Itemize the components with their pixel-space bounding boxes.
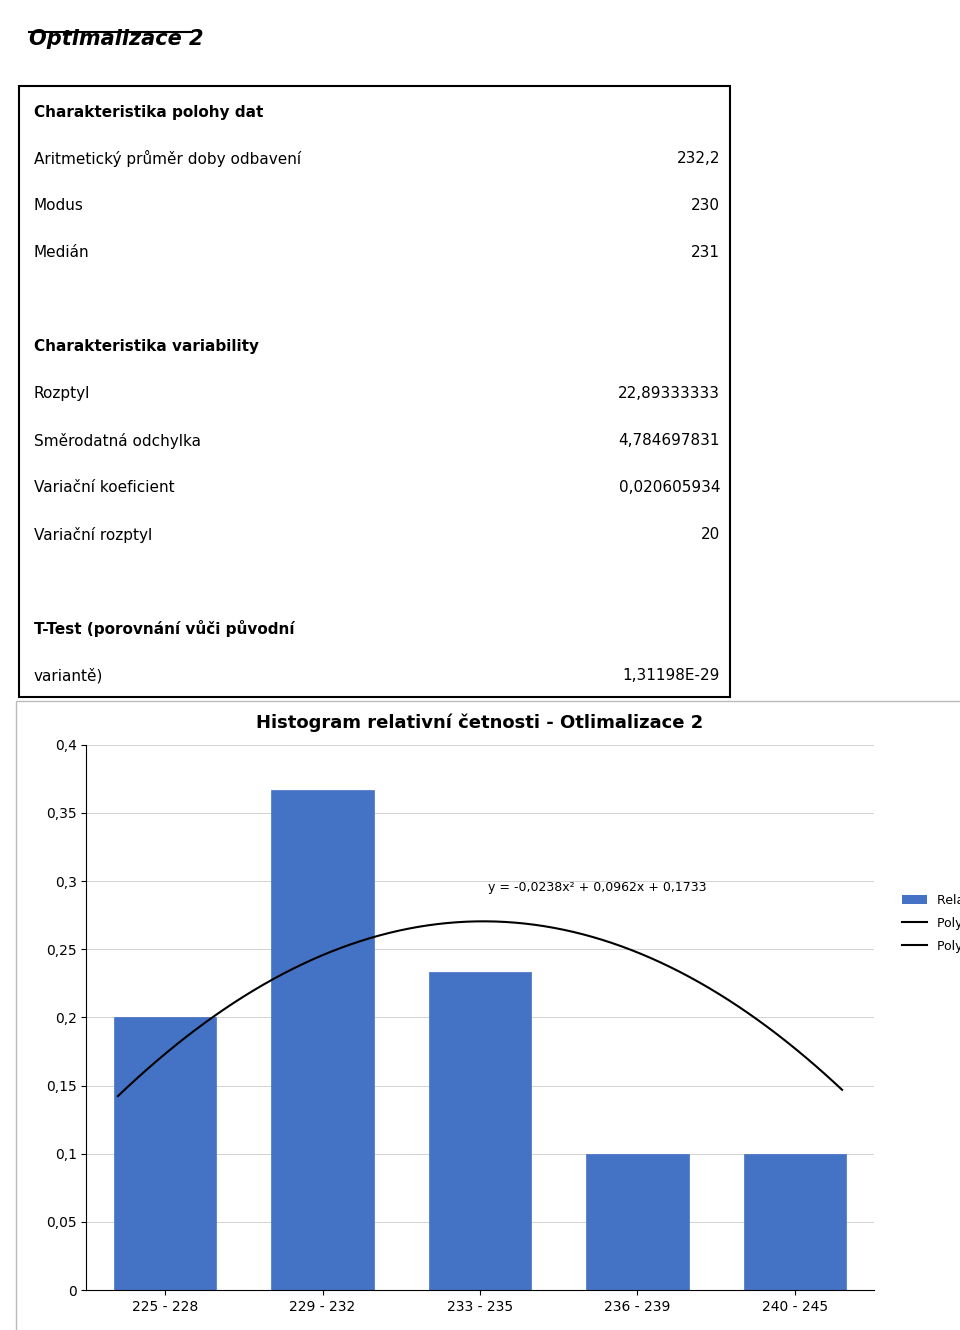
Text: 1,31198E-29: 1,31198E-29 [623, 668, 720, 684]
Text: 0,020605934: 0,020605934 [618, 480, 720, 495]
Bar [744, 1153, 846, 1290]
Bar [272, 790, 373, 1290]
Bar [587, 1153, 688, 1290]
Text: Charakteristika polohy dat: Charakteristika polohy dat [34, 105, 263, 120]
Text: Modus: Modus [34, 198, 84, 213]
Text: Variační koeficient: Variační koeficient [34, 480, 174, 495]
Text: 232,2: 232,2 [677, 152, 720, 166]
Text: 4,784697831: 4,784697831 [618, 434, 720, 448]
Text: Charakteristika variability: Charakteristika variability [34, 339, 258, 354]
Text: 231: 231 [691, 246, 720, 261]
Legend: Relativní četnost, Polyg. (Relativní četnost), Polyg. (Relativní četnost): Relativní četnost, Polyg. (Relativní čet… [896, 887, 960, 959]
FancyBboxPatch shape [19, 86, 730, 697]
Title: Histogram relativní četnosti - Otlimalizace 2: Histogram relativní četnosti - Otlimaliz… [256, 714, 704, 732]
Text: variantě): variantě) [34, 668, 103, 684]
Text: 230: 230 [691, 198, 720, 213]
Text: Směrodatná odchylka: Směrodatná odchylka [34, 432, 201, 448]
Text: Optimalizace 2: Optimalizace 2 [29, 29, 204, 49]
Bar [114, 1017, 216, 1290]
Bar [429, 972, 531, 1290]
Text: Variační rozptyl: Variační rozptyl [34, 527, 152, 543]
Text: Aritmetický průměr doby odbavení: Aritmetický průměr doby odbavení [34, 150, 300, 168]
Text: 22,89333333: 22,89333333 [618, 386, 720, 402]
Text: Medián: Medián [34, 246, 89, 261]
Text: y = -0,0238x² + 0,0962x + 0,1733: y = -0,0238x² + 0,0962x + 0,1733 [488, 882, 707, 895]
Text: Rozptyl: Rozptyl [34, 386, 90, 402]
Text: T-Test (porovnání vůči původní: T-Test (porovnání vůči původní [34, 620, 294, 637]
Text: 20: 20 [701, 527, 720, 543]
